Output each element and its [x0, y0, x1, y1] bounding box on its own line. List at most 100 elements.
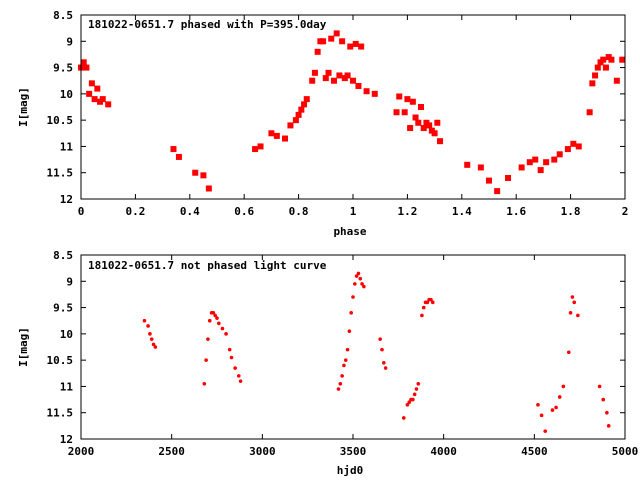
phased-data-point	[301, 101, 308, 108]
phased-data-point	[401, 109, 408, 116]
phased-data-point	[298, 106, 305, 113]
unphased-data-point	[401, 416, 406, 420]
unphased-data-point	[349, 311, 353, 315]
unphased-y-tick-label: 10	[60, 328, 73, 341]
phased-data-point	[600, 56, 607, 63]
phased-x-axis-label: phase	[333, 225, 366, 238]
unphased-data-point	[405, 403, 410, 407]
unphased-data-point	[561, 384, 566, 389]
phased-data-point	[409, 98, 416, 105]
phased-data-point	[486, 177, 492, 184]
unphased-data-point	[353, 282, 357, 286]
unphased-data-point	[425, 300, 430, 305]
phased-data-point	[175, 153, 182, 160]
phased-data-point	[575, 143, 582, 150]
phased-x-tick-label: 0.2	[125, 205, 145, 218]
unphased-data-point	[224, 332, 228, 336]
unphased-data-point	[207, 318, 212, 323]
unphased-data-points	[142, 271, 611, 433]
unphased-y-tick-label: 10.5	[47, 354, 74, 367]
unphased-data-point	[206, 337, 210, 341]
unphased-data-point	[411, 397, 415, 402]
unphased-data-point	[430, 300, 435, 305]
phased-data-point	[325, 69, 332, 76]
phased-data-point	[564, 146, 571, 153]
unphased-data-point	[336, 387, 341, 391]
phased-data-point	[543, 159, 550, 166]
phased-data-point	[532, 156, 539, 163]
phased-data-point	[91, 96, 98, 103]
phased-data-point	[426, 122, 433, 129]
unphased-data-point	[142, 318, 147, 323]
unphased-data-point	[429, 297, 433, 302]
unphased-data-point	[380, 347, 384, 352]
unphased-data-point	[414, 387, 419, 391]
unphased-y-tick-label: 11	[60, 380, 74, 393]
unphased-data-point	[557, 395, 562, 399]
unphased-data-point	[420, 313, 424, 318]
unphased-data-point	[227, 347, 232, 352]
phased-x-tick-label: 0.8	[289, 205, 309, 218]
unphased-data-point	[378, 337, 383, 341]
phased-data-point	[350, 77, 356, 84]
phased-data-point	[537, 167, 544, 174]
phased-y-tick-label: 11	[60, 140, 74, 153]
phased-data-point	[88, 80, 95, 87]
phased-data-point	[192, 169, 199, 176]
phased-data-point	[415, 119, 422, 126]
phased-data-point	[339, 38, 346, 45]
phased-data-point	[396, 93, 403, 100]
unphased-data-point	[572, 300, 577, 305]
phased-y-tick-label: 10	[60, 88, 73, 101]
phased-data-point	[404, 96, 411, 103]
phased-y-tick-label: 11.5	[47, 167, 74, 180]
phased-data-point	[355, 82, 362, 89]
phased-y-tick-label: 9.5	[53, 62, 73, 75]
unphased-data-point	[213, 313, 217, 318]
phased-data-point	[505, 174, 512, 181]
unphased-data-point	[382, 360, 386, 365]
phased-data-point	[551, 156, 558, 163]
phased-data-point	[309, 77, 316, 84]
phased-data-point	[556, 151, 563, 158]
unphased-data-point	[550, 408, 555, 412]
unphased-x-tick-label: 2000	[68, 445, 95, 458]
phased-data-point	[518, 164, 525, 171]
phased-data-point	[320, 38, 327, 45]
phased-data-point	[257, 143, 264, 150]
unphased-data-point	[416, 382, 421, 386]
phased-data-point	[418, 104, 424, 110]
unphased-x-tick-label: 4500	[521, 445, 548, 458]
phased-y-tick-label: 9	[66, 35, 73, 48]
unphased-data-point	[153, 345, 158, 349]
phased-data-point	[303, 96, 310, 103]
phased-data-points	[78, 30, 626, 195]
unphased-data-point	[358, 276, 363, 281]
unphased-data-point	[345, 347, 350, 352]
unphased-data-point	[211, 311, 216, 315]
unphased-light-curve-chart: 2000 2500 3000 3500 4000 4500 5000 8.5 9 9.5 10 10.…	[17, 249, 638, 477]
unphased-plot-frame	[80, 254, 626, 440]
phased-data-point	[352, 40, 359, 47]
phased-x-tick-label: 2	[622, 205, 629, 218]
phased-data-point	[311, 69, 318, 76]
phased-data-point	[619, 56, 626, 63]
unphased-data-point	[412, 392, 417, 397]
unphased-data-point	[570, 295, 575, 299]
unphased-data-point	[146, 324, 150, 328]
phased-data-point	[431, 130, 438, 137]
unphased-data-point	[539, 413, 544, 418]
unphased-data-point	[354, 274, 359, 278]
unphased-data-point	[597, 384, 602, 389]
phased-data-point	[586, 109, 593, 116]
phased-data-point	[393, 109, 400, 116]
unphased-data-point	[351, 295, 355, 299]
phased-chart-title: 181022-0651.7 phased with P=395.0day	[88, 18, 327, 31]
phased-x-tick-label: 0.4	[180, 205, 200, 218]
phased-x-tick-label: 0	[78, 205, 85, 218]
unphased-data-point	[421, 305, 426, 310]
phased-data-point	[420, 125, 427, 132]
phased-data-point	[314, 48, 321, 55]
unphased-data-point	[407, 400, 412, 405]
